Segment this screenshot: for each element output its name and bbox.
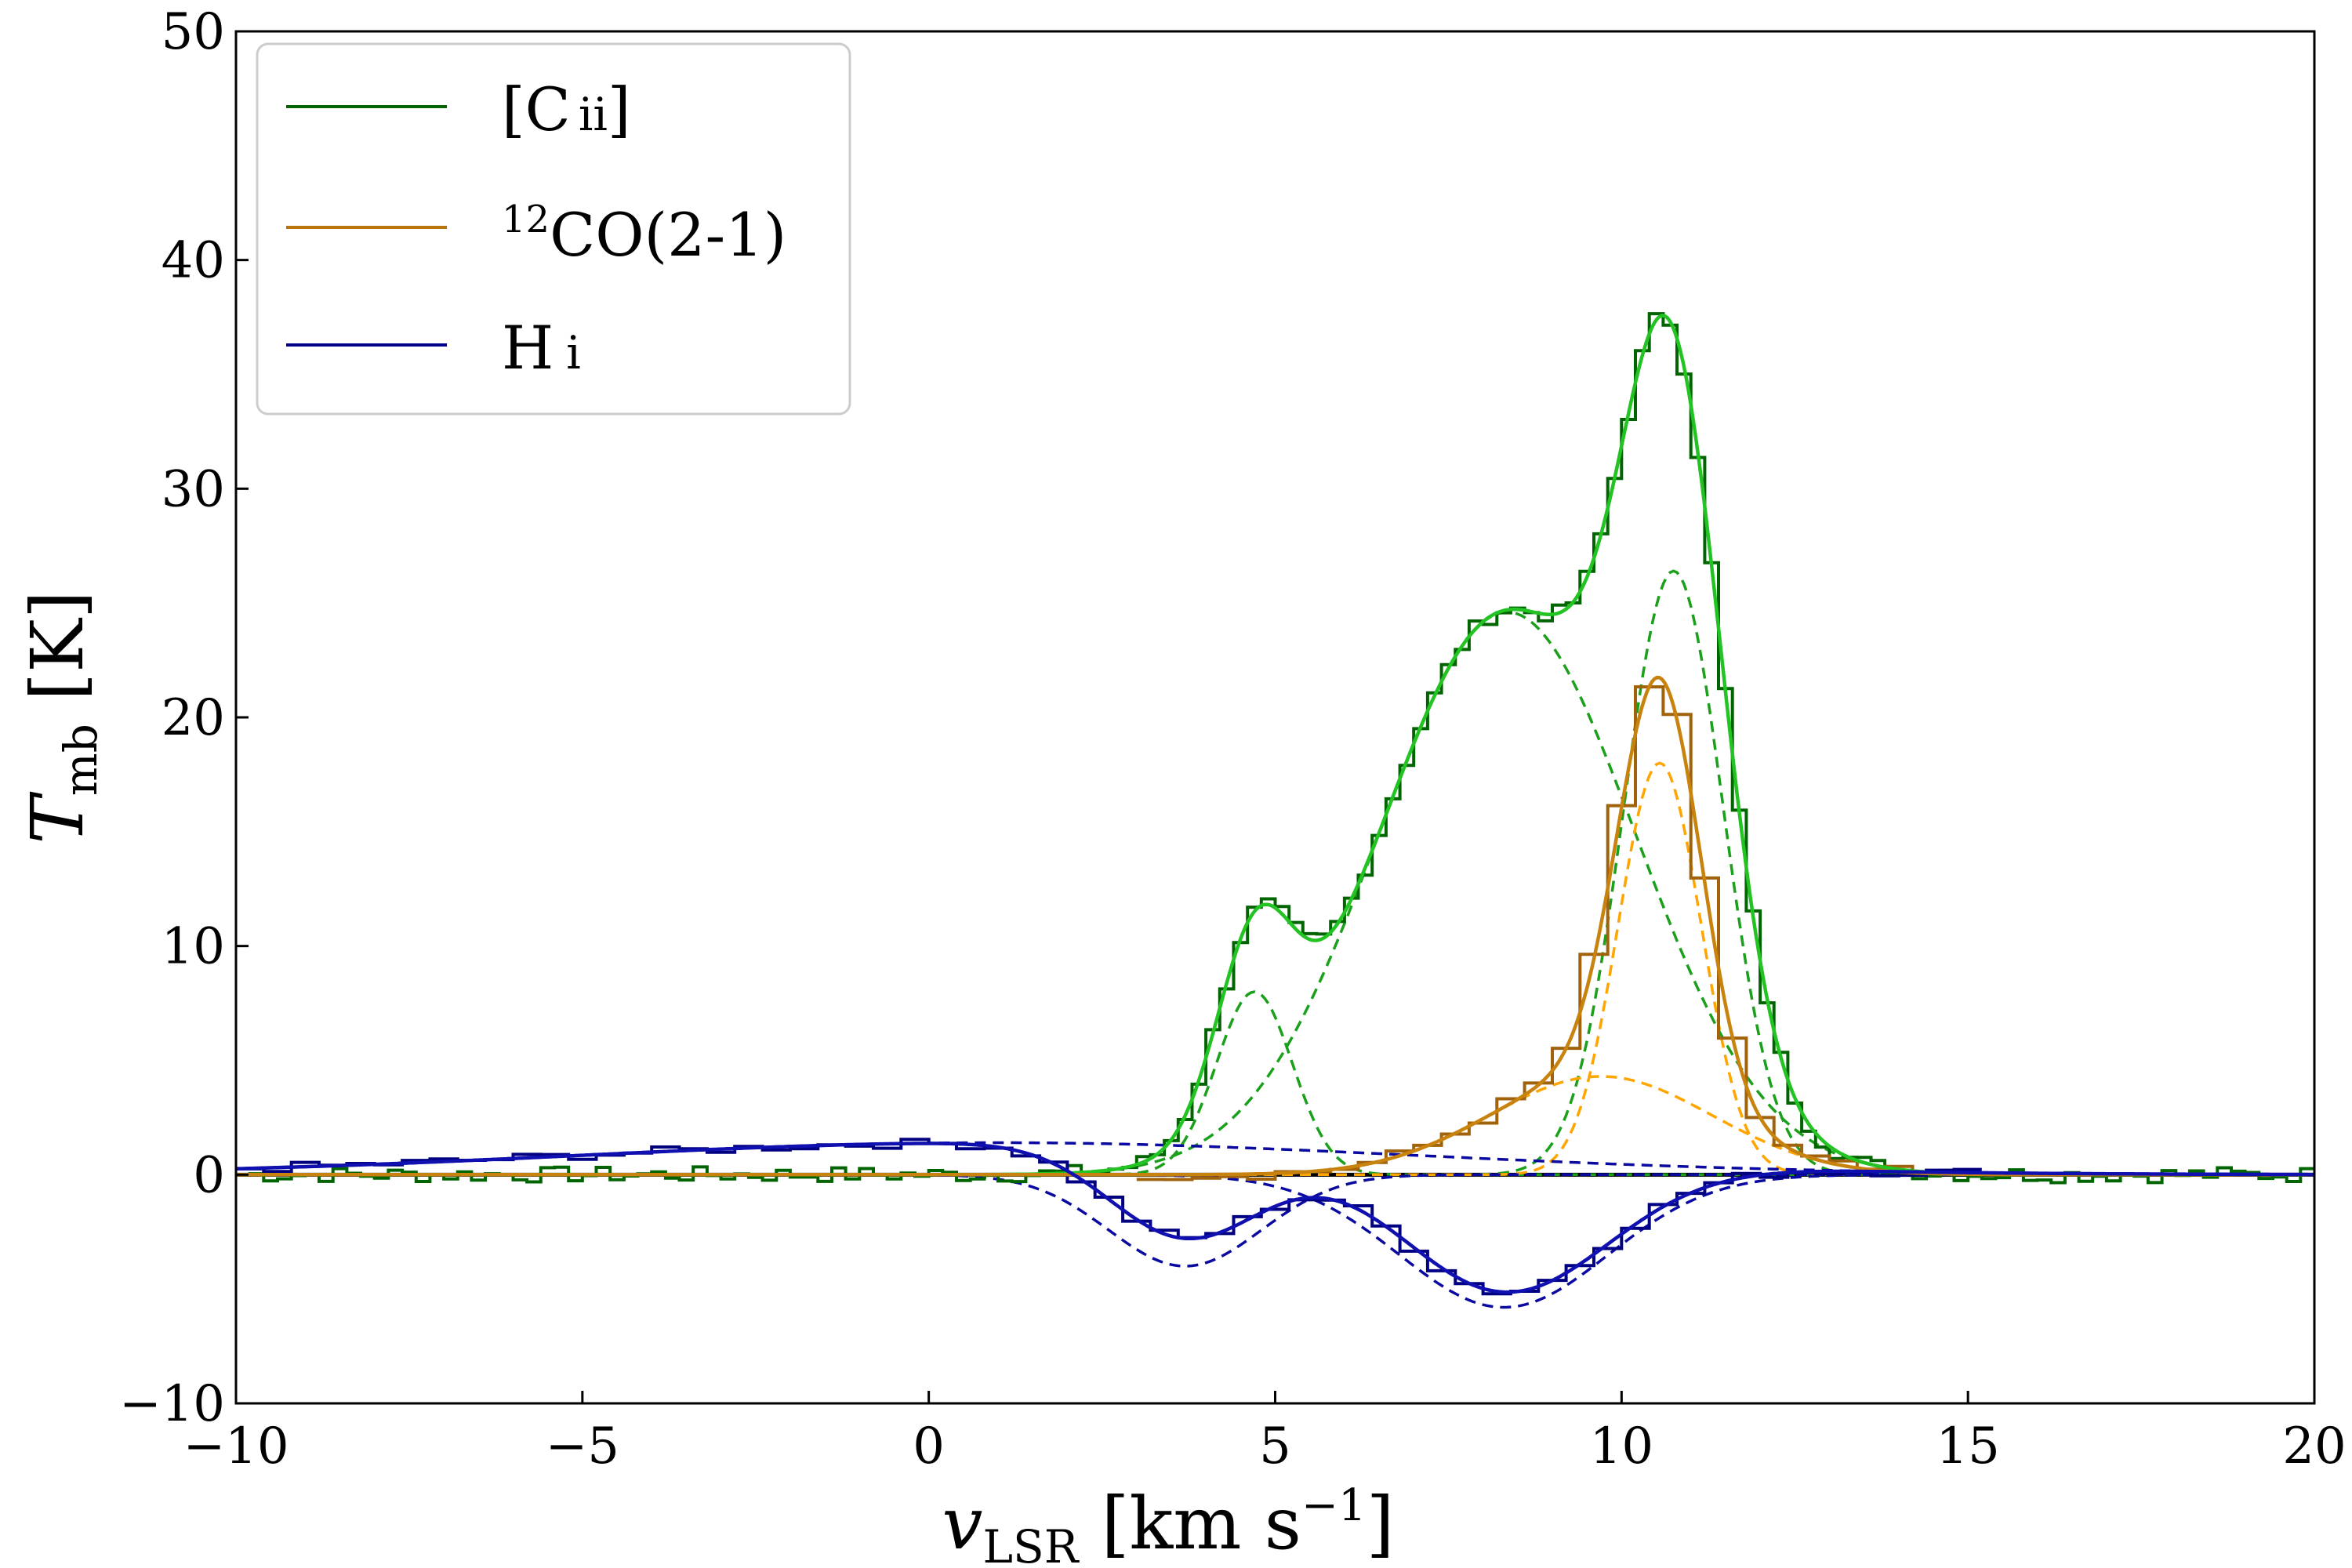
y-axis-title: Tmb [K]	[16, 590, 107, 844]
legend-label-cii-close: ]	[608, 74, 631, 144]
x-axis-title: vLSR [km s−1]	[942, 1480, 1395, 1568]
x-tick-label: 15	[1936, 1417, 1999, 1475]
legend-label-co-sup: 12	[502, 198, 550, 241]
series-layer	[236, 312, 2314, 1309]
y-tick-label: 30	[162, 460, 225, 518]
x-axis-title-unit-close: ]	[1367, 1482, 1395, 1566]
legend-label-co-main: CO(2-1)	[550, 200, 786, 270]
x-tick-label: 10	[1590, 1417, 1653, 1475]
x-tick-label: 20	[2282, 1417, 2346, 1475]
y-tick-label: 20	[162, 689, 225, 747]
y-tick-label: 10	[162, 918, 225, 976]
y-axis-title-unit: [K]	[16, 590, 100, 724]
y-axis-title-sub: mb	[54, 724, 107, 796]
x-tick-label: 0	[913, 1417, 945, 1475]
x-tick-label: −10	[183, 1417, 289, 1475]
x-axis-title-sup: −1	[1301, 1480, 1367, 1531]
legend-label-co: 12CO(2-1)	[502, 198, 786, 270]
legend-label-cii-main: [C	[502, 74, 571, 144]
y-tick-label: 40	[162, 232, 225, 290]
axis-ticks: −10 −5 0 5 10 15 20 −10 0 10 20 30 40 50	[119, 3, 2347, 1475]
legend-label-cii-ion: ii	[579, 88, 608, 141]
legend-box	[256, 42, 851, 416]
x-tick-label: 5	[1259, 1417, 1291, 1475]
legend-label-cii: [C ii]	[502, 74, 631, 144]
legend-label-hi-main: H	[502, 313, 554, 383]
x-axis-title-main: v	[942, 1482, 983, 1566]
y-axis-title-main: T	[16, 792, 100, 844]
y-tick-label: −10	[119, 1375, 225, 1433]
legend-label-hi-ion: i	[566, 326, 581, 379]
y-tick-label: 0	[193, 1146, 225, 1204]
y-tick-label: 50	[162, 3, 225, 61]
x-axis-title-unit-open: [km s	[1078, 1482, 1301, 1566]
x-tick-label: −5	[546, 1417, 619, 1475]
hi_fit-curve	[236, 1142, 2314, 1294]
x-axis-title-sub: LSR	[983, 1520, 1080, 1568]
